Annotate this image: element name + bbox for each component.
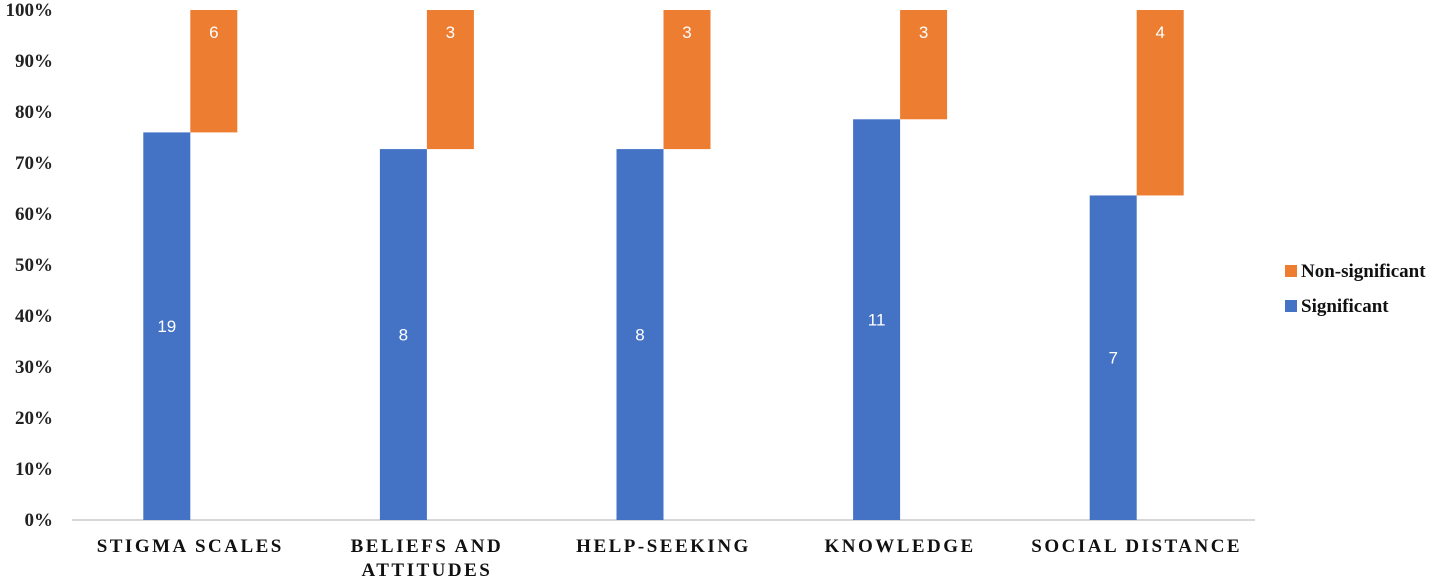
bar-significant — [853, 119, 901, 521]
x-category-label: STIGMA SCALES — [97, 536, 284, 557]
data-label-non-significant: 4 — [1155, 23, 1164, 42]
legend-swatch — [1285, 300, 1297, 312]
bar-significant — [1089, 195, 1137, 521]
y-tick-label: 0% — [25, 510, 54, 531]
legend-label: Non-significant — [1301, 261, 1426, 282]
y-tick-label: 70% — [15, 153, 53, 174]
legend-swatch — [1285, 265, 1297, 277]
y-tick-label: 50% — [15, 255, 53, 276]
y-tick-label: 30% — [15, 357, 53, 378]
bar-significant — [143, 132, 191, 520]
legend: Non-significant Significant — [1285, 261, 1426, 317]
legend-label: Significant — [1301, 296, 1389, 317]
bar-significant — [616, 149, 664, 520]
bar-non-significant — [900, 10, 948, 120]
data-label-significant: 19 — [157, 317, 176, 336]
y-tick-label: 10% — [15, 459, 53, 480]
y-tick-label: 20% — [15, 408, 53, 429]
data-label-significant: 11 — [868, 311, 886, 330]
y-tick-label: 40% — [15, 306, 53, 327]
bar-non-significant — [190, 10, 238, 133]
x-category-label: BELIEFS AND — [351, 536, 504, 557]
bar-non-significant — [1136, 10, 1184, 196]
x-axis-labels: STIGMA SCALES BELIEFS AND ATTITUDES HELP-SE… — [97, 536, 1242, 578]
bar-non-significant — [426, 10, 474, 150]
data-label-non-significant: 3 — [919, 23, 928, 42]
y-tick-label: 90% — [15, 51, 53, 72]
data-label-non-significant: 6 — [209, 23, 218, 42]
y-tick-label: 100% — [6, 0, 54, 21]
bar-significant — [379, 149, 427, 520]
y-axis: 0% 10% 20% 30% 40% 50% 60% 70% 80% 90% 100% — [6, 0, 54, 531]
data-label-significant: 7 — [1108, 349, 1117, 368]
bar-non-significant — [663, 10, 711, 150]
y-tick-label: 60% — [15, 204, 53, 225]
x-category-label: KNOWLEDGE — [824, 536, 975, 557]
x-category-label: ATTITUDES — [361, 560, 492, 578]
data-label-significant: 8 — [399, 326, 408, 345]
data-label-non-significant: 3 — [682, 23, 691, 42]
y-tick-label: 80% — [15, 102, 53, 123]
bars: 19 6 8 3 8 3 11 3 7 4 — [143, 10, 1184, 521]
data-label-non-significant: 3 — [446, 23, 455, 42]
x-category-label: SOCIAL DISTANCE — [1031, 536, 1242, 557]
data-label-significant: 8 — [635, 326, 644, 345]
x-category-label: HELP-SEEKING — [576, 536, 751, 557]
